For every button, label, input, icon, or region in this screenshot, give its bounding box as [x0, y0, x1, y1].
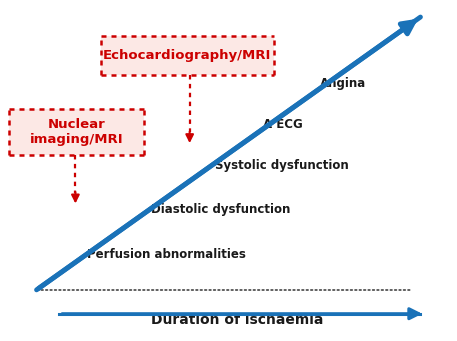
Text: Diastolic dysfunction: Diastolic dysfunction — [151, 203, 290, 216]
Text: Systolic dysfunction: Systolic dysfunction — [215, 159, 349, 172]
Text: Duration of ischaemia: Duration of ischaemia — [151, 313, 324, 327]
FancyBboxPatch shape — [101, 36, 274, 75]
Text: Nuclear
imaging/MRI: Nuclear imaging/MRI — [30, 118, 123, 146]
FancyBboxPatch shape — [9, 109, 144, 155]
Text: Δ ECG: Δ ECG — [263, 118, 303, 131]
Text: Perfusion abnormalities: Perfusion abnormalities — [87, 248, 246, 261]
Text: Angina: Angina — [320, 77, 366, 90]
Text: Echocardiography/MRI: Echocardiography/MRI — [103, 49, 271, 62]
